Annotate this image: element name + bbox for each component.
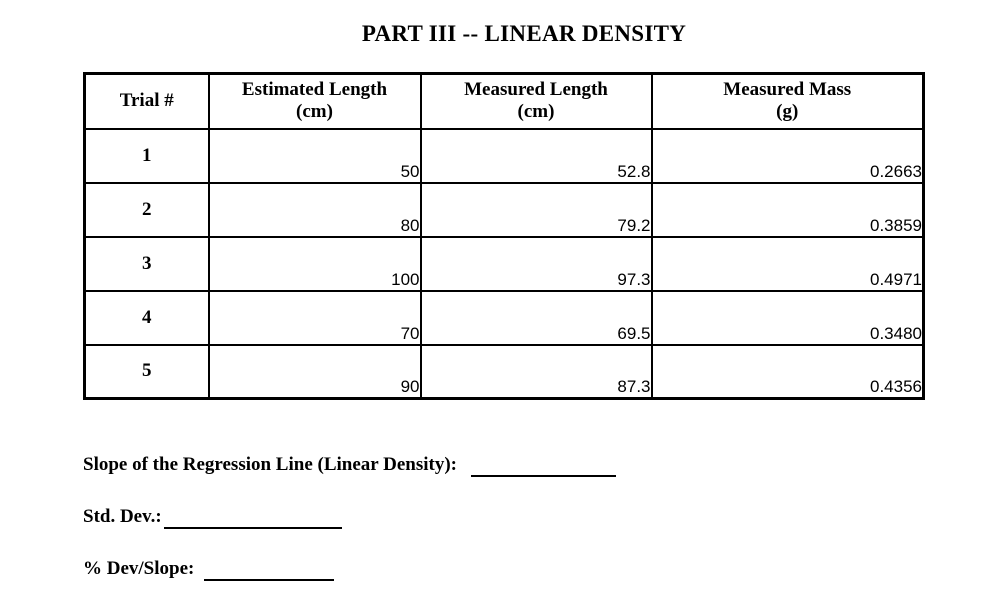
trial-number-cell: 1 — [83, 127, 210, 184]
column-header-label: Measured Mass — [723, 79, 852, 101]
measured-length-cell: 87.3 — [419, 343, 653, 400]
column-header-label: Estimated Length — [241, 79, 388, 101]
trial-number-cell: 4 — [83, 289, 210, 346]
stddev-field: Std. Dev.: — [83, 504, 342, 529]
table-row: 4 70 69.5 0.3480 — [83, 289, 925, 346]
measured-mass-cell: 0.3480 — [650, 289, 925, 346]
trial-number-cell: 5 — [83, 343, 210, 400]
pct-dev-slope-field: % Dev/Slope: — [83, 556, 335, 581]
stddev-blank-line — [163, 504, 342, 529]
column-header-unit: (cm) — [296, 101, 333, 123]
measured-mass-cell: 0.3859 — [650, 181, 925, 238]
estimated-length-cell: 50 — [207, 127, 422, 184]
estimated-length-cell: 90 — [207, 343, 422, 400]
pct-dev-slope-label: % Dev/Slope: — [83, 558, 195, 579]
column-header-measured-length: Measured Length (cm) — [419, 72, 653, 130]
estimated-length-cell: 100 — [207, 235, 422, 292]
slope-field: Slope of the Regression Line (Linear Den… — [83, 452, 617, 477]
measured-length-cell: 79.2 — [419, 181, 653, 238]
stddev-label: Std. Dev.: — [83, 506, 162, 527]
linear-density-table: Trial # Estimated Length (cm) Measured L… — [83, 72, 925, 400]
column-header-estimated-length: Estimated Length (cm) — [207, 72, 422, 130]
table-row: 3 100 97.3 0.4971 — [83, 235, 925, 292]
column-header-unit: (cm) — [517, 101, 555, 123]
table-row: 1 50 52.8 0.2663 — [83, 127, 925, 184]
column-header-trial: Trial # — [83, 72, 210, 130]
page-title: PART III -- LINEAR DENSITY — [361, 21, 687, 46]
table-row: 2 80 79.2 0.3859 — [83, 181, 925, 238]
slope-label: Slope of the Regression Line (Linear Den… — [83, 454, 458, 475]
measured-mass-cell: 0.4971 — [650, 235, 925, 292]
trial-number-cell: 2 — [83, 181, 210, 238]
table-row: 5 90 87.3 0.4356 — [83, 343, 925, 400]
estimated-length-cell: 80 — [207, 181, 422, 238]
column-header-unit: (g) — [776, 101, 799, 123]
measured-length-cell: 52.8 — [419, 127, 653, 184]
column-header-label: Measured Length — [464, 79, 608, 101]
measured-length-cell: 97.3 — [419, 235, 653, 292]
measured-mass-cell: 0.4356 — [650, 343, 925, 400]
estimated-length-cell: 70 — [207, 289, 422, 346]
pct-dev-slope-blank-line — [204, 556, 335, 581]
measured-length-cell: 69.5 — [419, 289, 653, 346]
slope-blank-line — [471, 452, 617, 477]
trial-number-cell: 3 — [83, 235, 210, 292]
measured-mass-cell: 0.2663 — [650, 127, 925, 184]
table-header-row: Trial # Estimated Length (cm) Measured L… — [83, 72, 925, 130]
column-header-label: Trial # — [119, 90, 174, 112]
column-header-measured-mass: Measured Mass (g) — [650, 72, 925, 130]
